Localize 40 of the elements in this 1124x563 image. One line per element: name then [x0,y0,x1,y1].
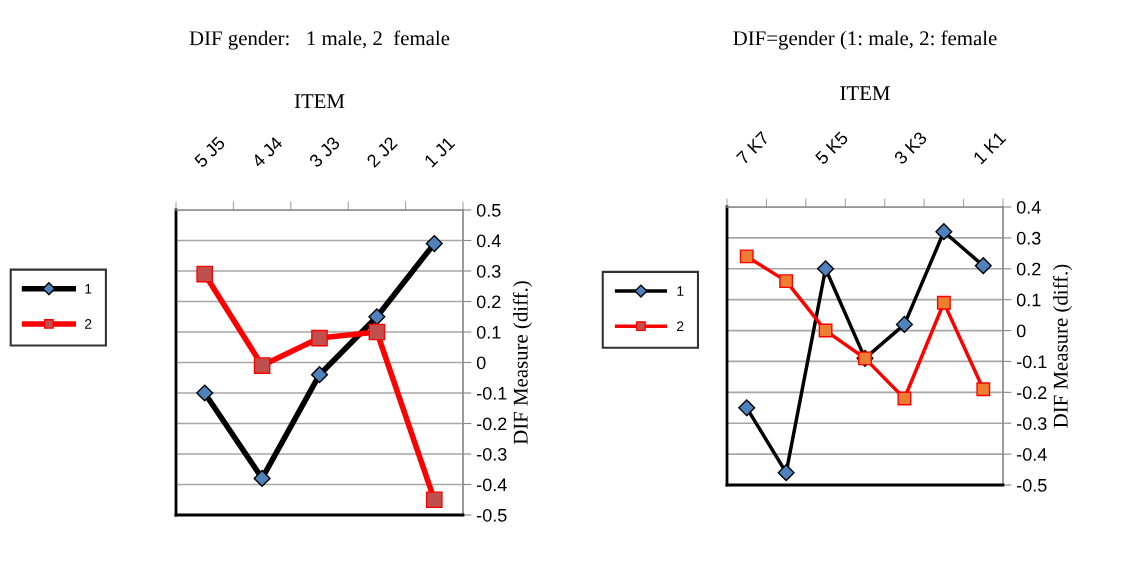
legend-label: 2 [85,319,92,329]
y-axis-title: DIF Measure (diff.) [512,281,532,445]
y-tick-label: 0.4 [476,234,501,248]
y-tick-label: -0.4 [477,478,507,492]
x-tick-label: 1 J1 [423,136,456,168]
y-tick-label: 0.2 [1016,262,1041,276]
x-tick-label: 3 K3 [893,130,928,166]
y-tick-label: 0.2 [476,295,501,309]
x-tick-label: 4 J4 [250,135,284,169]
y-tick-label: 0.5 [476,203,501,217]
x-axis-title: ITEM [840,86,890,101]
x-tick-label: 5 J5 [193,136,226,169]
y-tick-label: -0.1 [1017,355,1047,369]
x-tick-label: 2 J2 [365,136,398,168]
x-axis-title: ITEM [294,94,345,109]
y-tick-label: 0 [476,356,486,370]
legend-label: 2 [677,321,684,332]
x-tick-label: 7 K7 [735,131,770,165]
y-tick-label: -0.3 [477,447,507,461]
y-tick-label: 0.3 [1016,231,1041,245]
x-tick-label: 1 K1 [972,131,1007,165]
x-tick-label: 3 J3 [308,135,341,169]
y-tick-label: 0 [1016,324,1026,338]
y-tick-label: -0.2 [1017,386,1047,400]
chart-title: DIF=gender (1: male, 2: female [733,30,997,50]
legend-label: 1 [677,286,684,296]
y-tick-label: 0.1 [476,325,501,339]
y-tick-label: 0.4 [1016,200,1041,214]
y-tick-label: 0.3 [476,264,501,278]
x-tick-label: 5 K5 [814,130,849,166]
chart-title: DIF gender: 1 male, 2 female [189,30,450,50]
y-axis-title: DIF Measure (diff.) [1052,264,1072,428]
y-tick-label: -0.5 [1017,478,1047,492]
y-tick-label: -0.2 [477,417,507,431]
legend-label: 1 [85,284,92,294]
y-tick-label: 0.1 [1016,293,1041,307]
y-tick-label: -0.1 [477,386,507,400]
y-tick-label: -0.3 [1017,417,1047,430]
y-tick-label: -0.4 [1017,448,1047,461]
y-tick-label: -0.5 [477,508,507,522]
